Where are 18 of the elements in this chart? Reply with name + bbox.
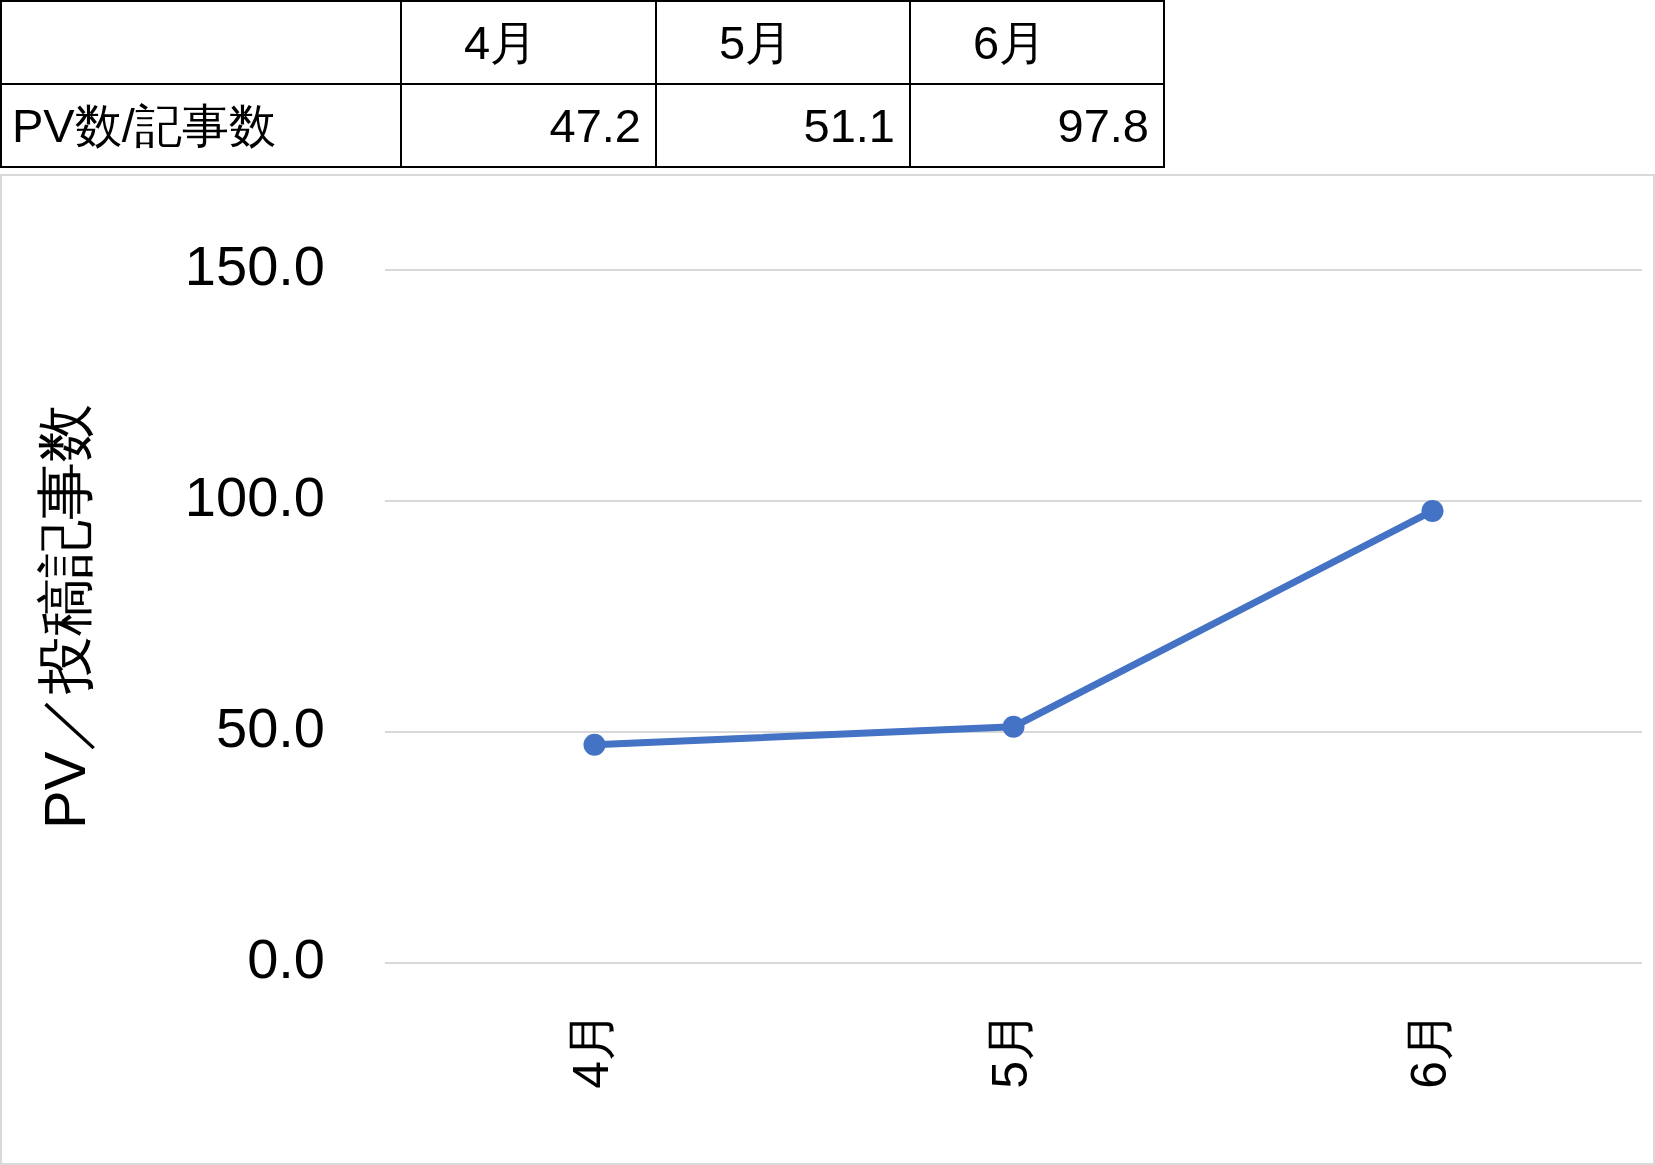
y-tick-label: 50.0	[216, 696, 325, 760]
data-label: 47.2	[401, 84, 656, 167]
point	[583, 733, 606, 756]
point	[1421, 499, 1444, 522]
data-label: 51.1	[656, 84, 910, 167]
x-tick-label: 5月	[982, 1011, 1039, 1089]
y-axis-title: PV／投稿記事数	[31, 403, 97, 829]
text: PV数/記事数	[1, 84, 401, 167]
category-label: 4月	[401, 1, 656, 84]
data-label: 97.8	[910, 84, 1164, 167]
x-tick-label: 6月	[1401, 1011, 1458, 1089]
category-label: 6月	[910, 1, 1164, 84]
point	[1002, 715, 1025, 738]
y-tick-label: 0.0	[247, 927, 325, 991]
y-tick-label: 100.0	[184, 465, 325, 529]
x-tick-label: 4月	[563, 1011, 620, 1089]
category-label: 5月	[656, 1, 910, 84]
y-tick-label: 150.0	[184, 234, 325, 298]
